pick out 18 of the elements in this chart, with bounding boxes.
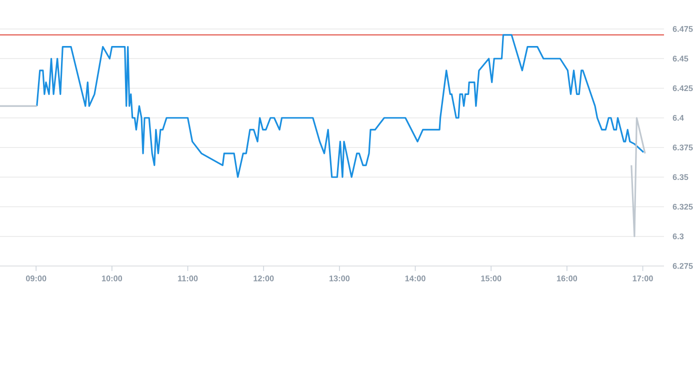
y-tick-label: 6.475 xyxy=(672,26,693,32)
x-tick-label: 15:00 xyxy=(481,276,502,282)
x-tick-label: 11:00 xyxy=(178,276,198,282)
x-tick-label: 16:00 xyxy=(557,276,578,282)
y-tick-label: 6.4 xyxy=(672,114,684,121)
y-tick-label: 6.325 xyxy=(672,204,693,210)
y-tick-label: 6.375 xyxy=(672,144,693,150)
y-tick-label: 6.35 xyxy=(672,174,688,180)
x-tick-label: 14:00 xyxy=(405,276,426,282)
y-tick-label: 6.3 xyxy=(672,233,684,240)
x-tick-label: 13:00 xyxy=(330,276,350,282)
x-tick-label: 17:00 xyxy=(632,276,653,282)
x-tick-label: 10:00 xyxy=(102,276,122,282)
x-tick-label: 09:00 xyxy=(26,276,46,282)
x-tick-label: 12:00 xyxy=(254,276,274,282)
y-tick-label: 6.425 xyxy=(672,85,693,92)
y-tick-label: 6.275 xyxy=(672,263,693,269)
y-tick-label: 6.45 xyxy=(672,56,688,62)
